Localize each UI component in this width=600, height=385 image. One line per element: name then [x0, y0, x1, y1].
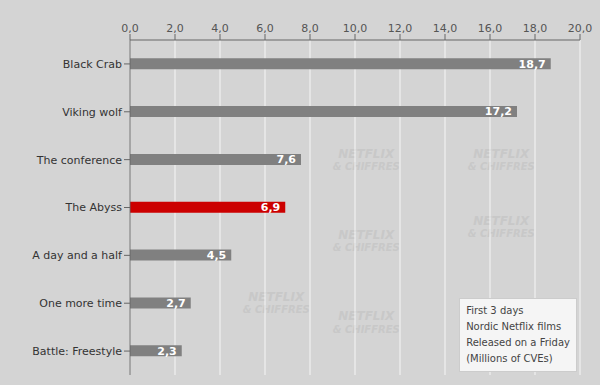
- svg-text:2,3: 2,3: [157, 345, 177, 358]
- svg-text:8,0: 8,0: [301, 22, 319, 35]
- html-text:NETFLIX: NETFLIX: [248, 290, 305, 305]
- svg-text:The conference: The conference: [36, 154, 122, 167]
- svg-text:Viking wolf: Viking wolf: [62, 106, 123, 119]
- svg-text:0,0: 0,0: [121, 22, 139, 35]
- html-text:& CHIFFRES: & CHIFFRES: [332, 323, 400, 335]
- html-text:First 3 days: First 3 days: [466, 305, 524, 316]
- html-text:& CHIFFRES: & CHIFFRES: [332, 242, 400, 254]
- html-text:(Millions of CVEs): (Millions of CVEs): [466, 353, 553, 364]
- html-text:& CHIFFRES: & CHIFFRES: [467, 227, 535, 239]
- svg-text:18,7: 18,7: [519, 58, 546, 71]
- svg-text:17,2: 17,2: [485, 105, 512, 118]
- svg-text:20,0: 20,0: [568, 22, 593, 35]
- svg-text:Black Crab: Black Crab: [63, 58, 122, 71]
- html-text:Released on a Friday: Released on a Friday: [466, 337, 570, 348]
- svg-text:The Abyss: The Abyss: [65, 201, 123, 214]
- svg-text:2,0: 2,0: [166, 22, 184, 35]
- svg-text:4,0: 4,0: [211, 22, 229, 35]
- html-text:& CHIFFRES: & CHIFFRES: [242, 304, 310, 316]
- svg-text:One more time: One more time: [39, 297, 122, 310]
- html-text:NETFLIX: NETFLIX: [473, 213, 530, 228]
- html-text:NETFLIX: NETFLIX: [473, 146, 530, 161]
- html-text:& CHIFFRES: & CHIFFRES: [467, 160, 535, 172]
- html-text:NETFLIX: NETFLIX: [338, 227, 395, 242]
- svg-text:12,0: 12,0: [388, 22, 413, 35]
- svg-text:6,9: 6,9: [261, 201, 281, 214]
- svg-text:A day and a half: A day and a half: [32, 249, 123, 262]
- svg-text:18,0: 18,0: [523, 22, 548, 35]
- svg-text:Battle: Freestyle: Battle: Freestyle: [32, 345, 122, 358]
- html-text:& CHIFFRES: & CHIFFRES: [332, 160, 400, 172]
- svg-text:10,0: 10,0: [343, 22, 368, 35]
- svg-text:2,7: 2,7: [166, 297, 186, 310]
- svg-text:4,5: 4,5: [207, 249, 227, 262]
- html-text:Nordic Netflix films: Nordic Netflix films: [466, 321, 562, 332]
- svg-text:7,6: 7,6: [277, 153, 297, 166]
- svg-text:14,0: 14,0: [433, 22, 458, 35]
- svg-text:16,0: 16,0: [478, 22, 503, 35]
- svg-text:6,0: 6,0: [256, 22, 274, 35]
- html-text:NETFLIX: NETFLIX: [338, 309, 395, 324]
- html-text:NETFLIX: NETFLIX: [338, 146, 395, 161]
